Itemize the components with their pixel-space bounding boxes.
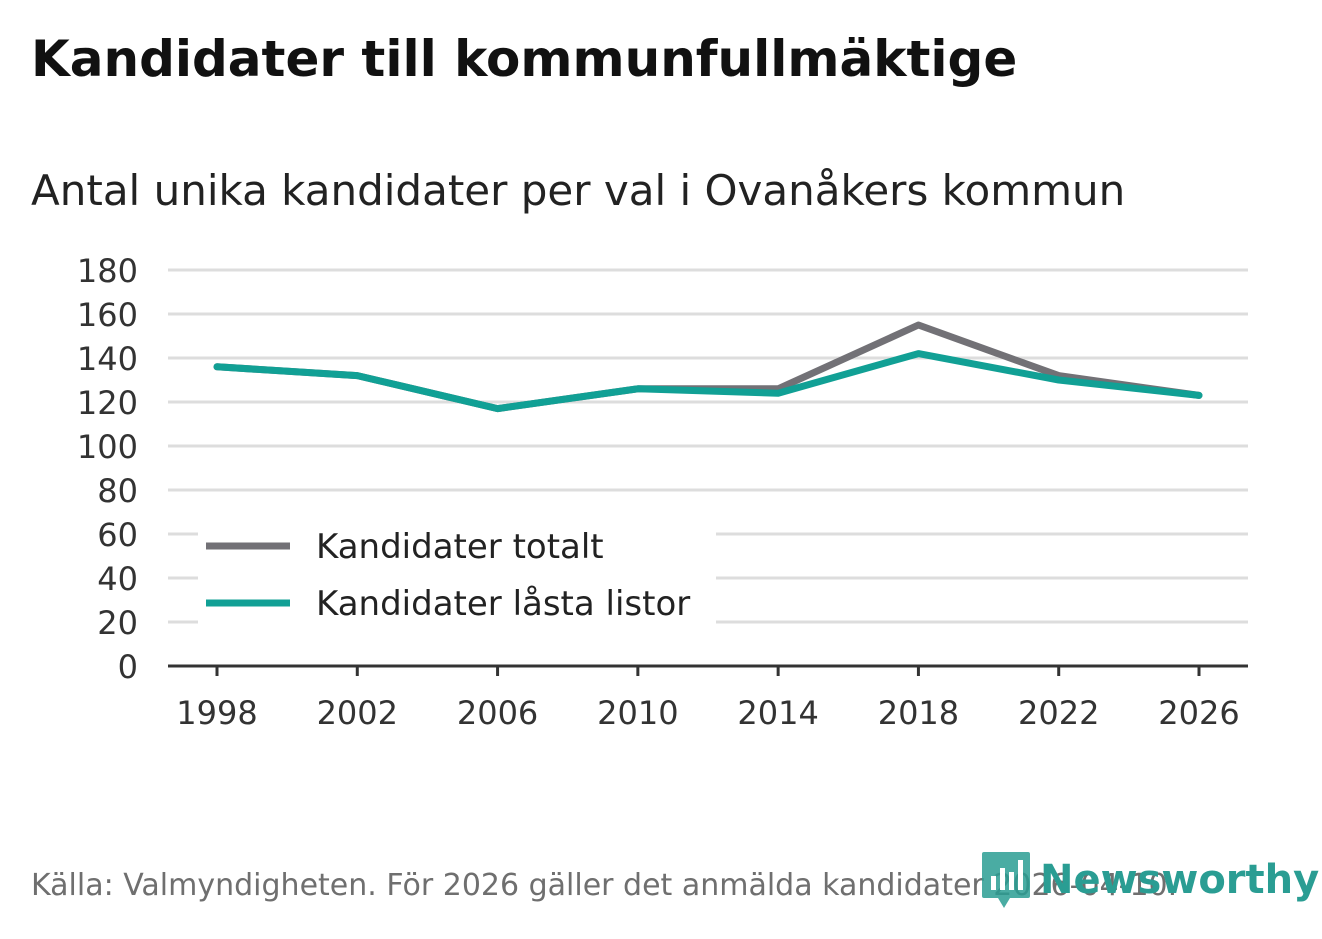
series-line-0 (213, 321, 1203, 413)
y-tick-label-140: 140 (77, 340, 138, 378)
data-point-s1-2010 (637, 388, 639, 390)
y-tick-label-120: 120 (77, 384, 138, 422)
y-tick-label-20: 20 (97, 604, 138, 642)
x-tick-label-2026: 2026 (1158, 694, 1239, 732)
x-tick-label-2014: 2014 (737, 694, 818, 732)
y-tick-label-160: 160 (77, 296, 138, 334)
x-tick-label-2002: 2002 (317, 694, 398, 732)
x-tick-label-2018: 2018 (878, 694, 959, 732)
brand-name: Newsworthy (1040, 857, 1320, 903)
y-tick-label-60: 60 (97, 516, 138, 554)
data-point-s1-2002 (356, 375, 358, 377)
chart-title: Kandidater till kommunfullmäktige (31, 30, 1018, 88)
data-point-s0-2014 (777, 388, 779, 390)
y-tick-label-80: 80 (97, 472, 138, 510)
y-tick-label-40: 40 (97, 560, 138, 598)
newsworthy-logo-icon (982, 852, 1030, 908)
x-tick-label-2010: 2010 (597, 694, 678, 732)
data-point-s1-2014 (777, 392, 779, 394)
legend-label-1: Kandidater låsta listor (316, 584, 690, 624)
chart-subtitle: Antal unika kandidater per val i Ovanåke… (31, 166, 1126, 215)
data-point-s1-1998 (216, 366, 218, 368)
y-tick-label-100: 100 (77, 428, 138, 466)
data-point-s0-2018 (917, 324, 919, 326)
data-point-s1-2006 (497, 408, 499, 410)
series-line-1 (213, 350, 1203, 413)
data-point-s1-2018 (917, 353, 919, 355)
data-point-s0-2022 (1058, 375, 1060, 377)
data-point-s1-2022 (1058, 379, 1060, 381)
y-tick-label-180: 180 (77, 252, 138, 290)
y-tick-label-0: 0 (118, 648, 138, 686)
newsworthy-logo: Newsworthy (980, 850, 1319, 910)
x-tick-label-1998: 1998 (176, 694, 257, 732)
x-tick-label-2006: 2006 (457, 694, 538, 732)
legend-label-0: Kandidater totalt (316, 527, 604, 567)
x-tick-label-2022: 2022 (1018, 694, 1099, 732)
data-point-s1-2026 (1198, 394, 1200, 396)
